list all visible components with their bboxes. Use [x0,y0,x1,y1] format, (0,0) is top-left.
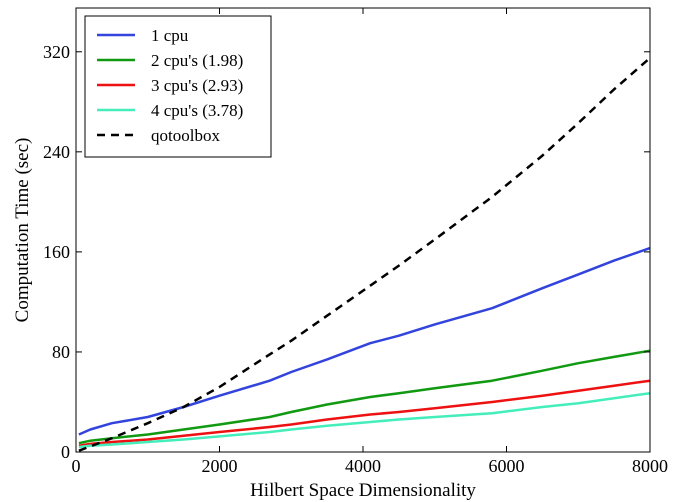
y-tick-label: 320 [43,42,70,62]
series-line-4 [78,391,651,449]
series-line-1 [78,246,651,436]
series-line-5 [78,57,651,452]
legend: 1 cpu 2 cpu's (1.98) 3 cpu's (2.93) 4 cpu's… [84,15,272,158]
x-tick-label: 4000 [345,456,381,476]
series-line-3 [78,379,651,447]
x-tick-label: 8000 [632,456,668,476]
legend-label: qotoolbox [151,126,220,145]
y-tick-label: 0 [61,442,70,462]
legend-label: 4 cpu's (3.78) [151,101,243,120]
legend-label: 3 cpu's (2.93) [151,76,243,95]
x-tick-label: 0 [72,456,81,476]
legend-box [84,15,272,158]
y-tick-label: 240 [43,142,70,162]
y-axis-label: Computation Time (sec) [12,138,33,323]
ticks-layer: 0 2000 4000 6000 8000 0 80 160 240 320 [43,8,668,476]
series-layer [78,57,651,452]
y-tick-label: 160 [43,242,70,262]
plot-frame [75,7,651,453]
legend-label: 2 cpu's (1.98) [151,51,243,70]
legend-label: 1 cpu [151,26,189,45]
x-axis-label: Hilbert Space Dimensionality [250,480,476,501]
series-line-2 [78,349,651,445]
x-tick-label: 2000 [202,456,238,476]
y-tick-label: 80 [52,342,70,362]
x-tick-label: 6000 [489,456,525,476]
